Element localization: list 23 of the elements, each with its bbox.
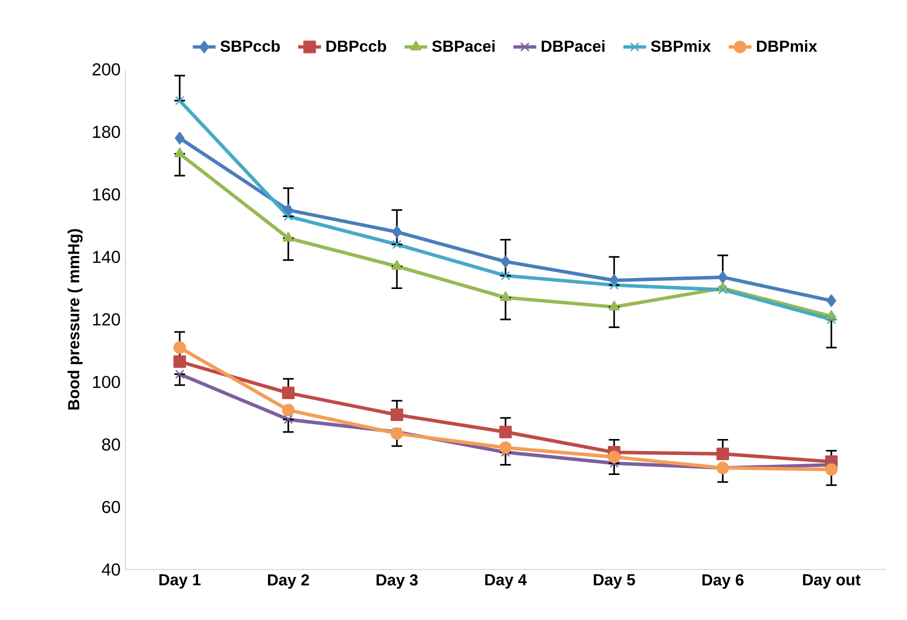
x-tick-label: Day 1 [159, 574, 201, 588]
y-tick-label: 120 [93, 313, 120, 326]
x-tick-label: Day 5 [594, 574, 636, 588]
y-tick-label: 100 [93, 376, 120, 388]
y-tick-label: 140 [93, 250, 120, 263]
x-tick-label: Day 2 [268, 574, 309, 589]
legend-label: DBPmix [756, 40, 818, 52]
legend-label: SBPccb [220, 40, 280, 52]
legend-label: DBPacei [542, 40, 604, 52]
y-tick-label: 180 [93, 126, 120, 138]
legend-label: SBPmix [650, 40, 711, 52]
x-tick-label: Day 4 [485, 574, 527, 588]
y-tick-label: 40 [102, 563, 120, 576]
y-tick-label: 80 [102, 438, 120, 451]
y-axis-title: Bood pressure ( mmHg) [68, 228, 83, 410]
y-tick-label: 60 [102, 500, 120, 514]
legend-label: SBPacei [432, 40, 495, 52]
legend-label: DBPccb [326, 40, 386, 52]
x-tick-label: Day out [803, 574, 860, 588]
y-tick-label: 200 [92, 63, 120, 76]
x-tick-label: Day 3 [376, 574, 418, 589]
y-tick-label: 160 [93, 188, 120, 200]
x-tick-label: Day 6 [702, 574, 744, 589]
